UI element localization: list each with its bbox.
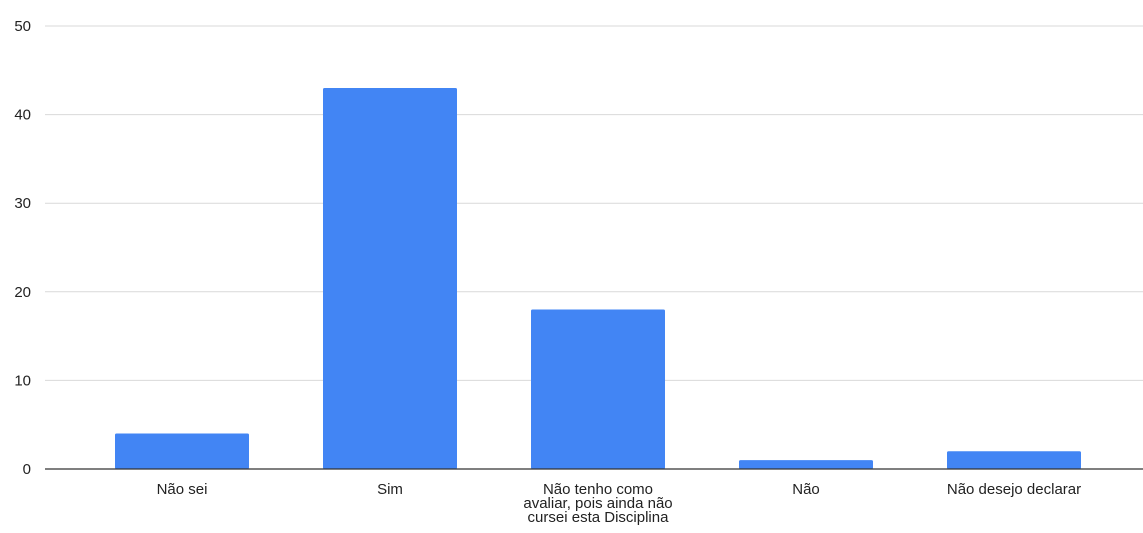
x-category-label: Não — [792, 481, 820, 498]
x-category-label: Não desejo declarar — [947, 481, 1081, 498]
x-category-label-line: Não sei — [157, 481, 208, 498]
gridlines — [45, 25, 1143, 381]
bar — [323, 88, 457, 470]
y-tick-label: 40 — [14, 107, 31, 124]
category-labels: Não sei Sim Não tenho como avaliar, pois ai… — [157, 481, 1082, 526]
x-category-label: Não sei — [157, 481, 208, 498]
x-category-label-line: Sim — [377, 481, 403, 498]
bar — [739, 460, 873, 469]
bars — [115, 88, 1081, 470]
bar — [531, 309, 665, 469]
x-category-label-line: avaliar, pois ainda não — [523, 495, 672, 512]
y-tick-label: 20 — [14, 284, 31, 301]
y-axis-tick-labels: 0 10 20 30 40 50 — [14, 18, 31, 478]
y-tick-label: 0 — [23, 461, 31, 478]
x-category-label-line: Não — [792, 481, 820, 498]
bar — [115, 433, 249, 469]
bar — [947, 451, 1081, 469]
y-tick-label: 30 — [14, 195, 31, 212]
y-tick-label: 50 — [14, 18, 31, 35]
x-category-label-line: cursei esta Disciplina — [528, 509, 670, 526]
x-category-label: Sim — [377, 481, 403, 498]
y-tick-label: 10 — [14, 372, 31, 389]
x-category-label: Não tenho como avaliar, pois ainda não cur… — [523, 481, 672, 526]
x-category-label-line: Não desejo declarar — [947, 481, 1081, 498]
x-category-label-line: Não tenho como — [543, 481, 653, 498]
